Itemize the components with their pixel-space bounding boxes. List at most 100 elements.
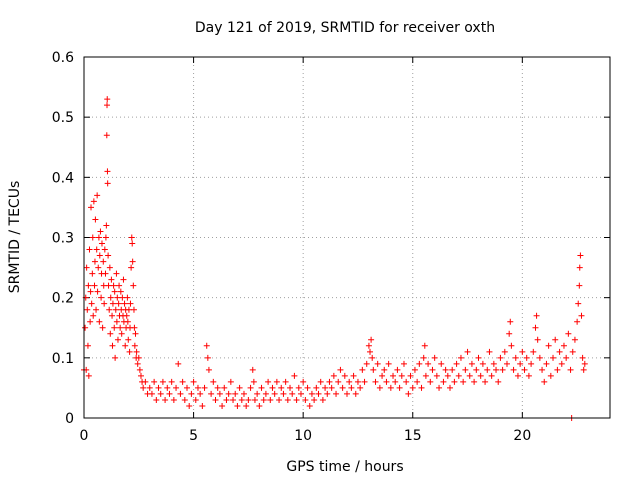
data-point — [265, 378, 272, 385]
data-point — [533, 312, 540, 319]
data-point — [297, 390, 304, 397]
data-point — [269, 384, 276, 391]
data-point — [392, 378, 399, 385]
data-point — [225, 390, 232, 397]
data-point — [135, 354, 142, 361]
data-point — [409, 384, 416, 391]
data-point — [287, 384, 294, 391]
data-point — [348, 384, 355, 391]
data-point — [421, 342, 428, 349]
data-point — [99, 324, 106, 331]
data-point — [130, 306, 137, 313]
data-point — [541, 378, 548, 385]
data-point — [104, 180, 111, 187]
data-point — [493, 366, 500, 373]
data-point — [112, 354, 119, 361]
data-point — [97, 228, 104, 235]
data-point — [89, 270, 96, 277]
data-point — [129, 240, 136, 247]
data-point — [133, 348, 140, 355]
data-point — [110, 282, 117, 289]
data-point — [550, 354, 557, 361]
data-point — [337, 366, 344, 373]
data-point — [278, 384, 285, 391]
data-point — [400, 360, 407, 367]
data-point — [534, 336, 541, 343]
data-point — [578, 312, 585, 319]
data-point — [91, 258, 98, 265]
data-point — [350, 372, 357, 379]
data-point — [232, 390, 239, 397]
data-point — [370, 366, 377, 373]
data-point — [205, 366, 212, 373]
data-point — [155, 384, 162, 391]
data-point — [134, 360, 141, 367]
data-point — [132, 330, 139, 337]
data-point — [245, 396, 252, 403]
data-point — [341, 372, 348, 379]
data-point — [91, 282, 98, 289]
y-tick-label: 0.4 — [52, 170, 74, 186]
data-point — [184, 384, 191, 391]
y-tick-label: 0.1 — [52, 351, 74, 367]
data-point — [113, 318, 120, 325]
data-point — [300, 378, 307, 385]
data-point — [418, 384, 425, 391]
data-point — [403, 378, 410, 385]
data-point — [484, 366, 491, 373]
data-point — [438, 360, 445, 367]
data-point — [107, 330, 114, 337]
data-point — [130, 282, 137, 289]
data-point — [315, 390, 322, 397]
data-point — [108, 276, 115, 283]
data-point — [398, 372, 405, 379]
data-point — [372, 378, 379, 385]
data-point — [396, 384, 403, 391]
data-point — [436, 384, 443, 391]
data-point — [102, 270, 109, 277]
data-point — [104, 102, 111, 109]
data-point — [506, 330, 513, 337]
data-point — [449, 366, 456, 373]
data-point — [447, 384, 454, 391]
y-tick-label: 0.3 — [52, 231, 74, 247]
x-tick-label: 10 — [294, 428, 312, 444]
data-point — [256, 402, 263, 409]
data-point — [333, 390, 340, 397]
data-point — [177, 390, 184, 397]
data-point — [111, 288, 118, 295]
data-point — [181, 396, 188, 403]
data-point — [92, 216, 99, 223]
data-point — [238, 396, 245, 403]
data-point — [444, 372, 451, 379]
data-point — [422, 372, 429, 379]
data-point — [532, 324, 539, 331]
data-point — [383, 378, 390, 385]
data-point — [344, 390, 350, 397]
data-point — [431, 354, 438, 361]
data-point — [98, 240, 105, 247]
data-point — [486, 348, 493, 355]
data-point — [581, 360, 588, 367]
data-point — [501, 348, 508, 355]
data-point — [466, 372, 473, 379]
data-point — [101, 246, 108, 253]
data-point — [363, 360, 370, 367]
data-point — [497, 354, 504, 361]
data-point — [111, 324, 118, 331]
data-point — [503, 360, 510, 367]
data-point — [201, 384, 208, 391]
data-point — [479, 360, 486, 367]
data-point — [271, 390, 278, 397]
data-point — [214, 384, 221, 391]
data-point — [199, 402, 206, 409]
data-point — [326, 378, 333, 385]
data-point — [104, 168, 111, 175]
data-point — [523, 354, 530, 361]
data-point — [574, 318, 581, 325]
data-point — [565, 330, 572, 337]
data-point — [162, 396, 169, 403]
data-point — [468, 360, 475, 367]
data-point — [179, 378, 186, 385]
